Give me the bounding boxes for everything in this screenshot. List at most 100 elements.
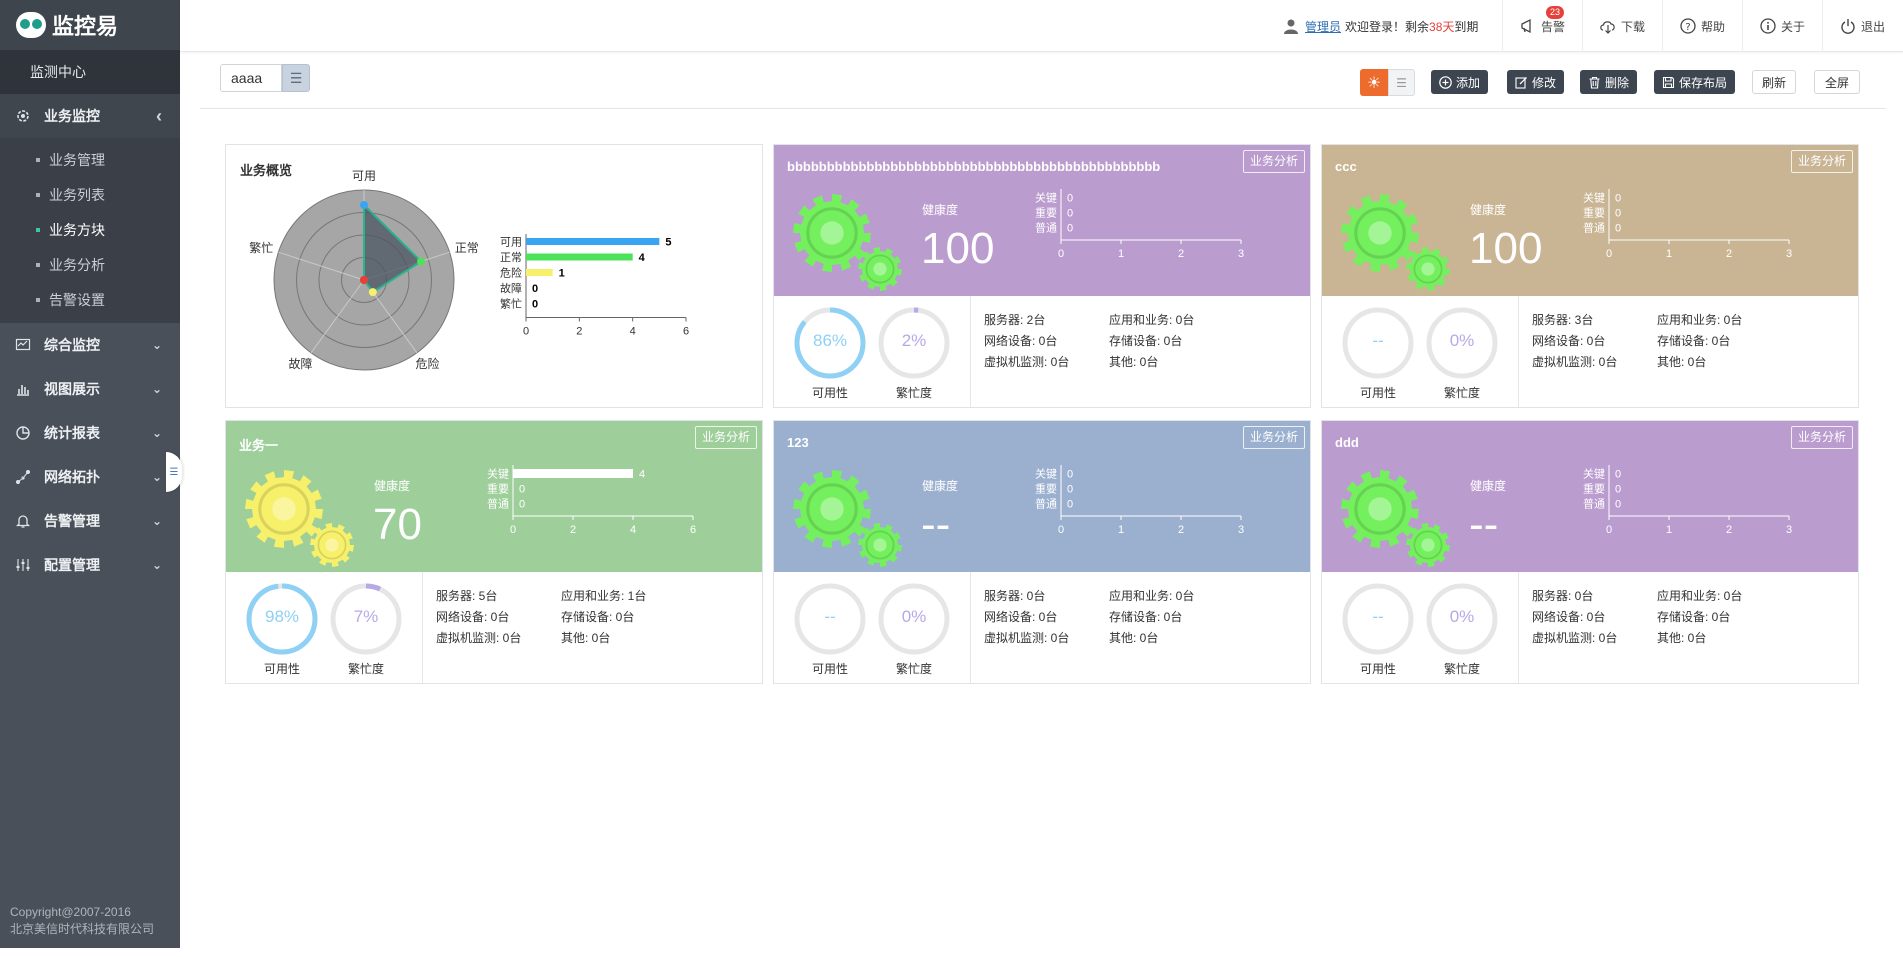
bar-value-label: 0: [1615, 193, 1621, 205]
layout-list-button[interactable]: ☰: [282, 64, 310, 92]
stats-row: 服务器: 0台 应用和业务: 0台: [984, 586, 1194, 607]
fullscreen-button[interactable]: 全屏: [1814, 70, 1860, 94]
sidebar-group-2[interactable]: 视图展示 ⌄: [0, 367, 180, 411]
stat-item: 服务器: 3台: [1532, 313, 1594, 327]
availability-gauge[interactable]: --: [792, 581, 868, 657]
sidebar-item-0[interactable]: 业务管理: [0, 142, 180, 177]
device-stats: 服务器: 2台 应用和业务: 0台 网络设备: 0台 存储设备: 0台 虚拟机监测: 0…: [984, 310, 1194, 373]
business-card-body: -- 可用性 0% 繁忙度 服务器: 3台 应用和业务: 0台 网络设备: 0台 存储设备: …: [1322, 296, 1858, 407]
busy-gauge[interactable]: 0%: [1424, 305, 1500, 381]
category-label: 故障: [500, 281, 522, 295]
x-tick-label: 4: [630, 326, 636, 338]
sidebar-group-0[interactable]: 业务监控 ‹: [0, 94, 180, 138]
theme-sun-button[interactable]: ☀: [1360, 69, 1388, 96]
bar[interactable]: [526, 238, 660, 245]
alarm-button[interactable]: 告警 23: [1502, 0, 1582, 52]
sidebar-group-4[interactable]: 网络拓扑 ⌄: [0, 455, 180, 499]
category-label: 普通: [1035, 497, 1057, 511]
bar[interactable]: [513, 469, 633, 478]
small-gear-icon: [1406, 247, 1450, 291]
radar-point[interactable]: [360, 276, 368, 284]
radar-point[interactable]: [368, 288, 377, 297]
x-tick-label: 0: [523, 326, 529, 338]
radar-point[interactable]: [360, 201, 368, 209]
topology-icon: [14, 468, 32, 486]
ring-progress: [246, 583, 318, 655]
sidebar-group-5[interactable]: 告警管理 ⌄: [0, 499, 180, 543]
large-gear-icon: [245, 470, 323, 548]
business-card-header: ddd 业务分析 健康度 -- 0 1 2 3 关键 0 重要 0 普通 0: [1322, 421, 1858, 572]
x-tick-label: 1: [1666, 248, 1672, 260]
business-analyze-button[interactable]: 业务分析: [1242, 426, 1305, 449]
large-gear-icon: [1341, 194, 1419, 272]
sidebar-group-3[interactable]: 统计报表 ⌄: [0, 411, 180, 455]
edit-button[interactable]: 修改: [1507, 70, 1565, 94]
availability-gauge[interactable]: 86%: [792, 305, 868, 381]
availability-gauge[interactable]: --: [1340, 305, 1416, 381]
about-label: 关于: [1781, 19, 1806, 34]
radar-axis-label: 可用: [352, 169, 376, 183]
logout-button[interactable]: 退出: [1822, 0, 1903, 52]
category-label: 危险: [500, 266, 522, 280]
busy-gauge[interactable]: 7%: [328, 581, 404, 657]
radar-point[interactable]: [417, 257, 426, 266]
health-label: 健康度: [922, 479, 959, 493]
download-button[interactable]: 下载: [1582, 0, 1662, 52]
busy-gauge-label: 繁忙度: [1443, 662, 1480, 676]
ring-gauges: -- 可用性 0% 繁忙度: [1322, 572, 1519, 683]
sidebar-collapse-toggle[interactable]: ☰: [166, 452, 182, 492]
business-analyze-button[interactable]: 业务分析: [1242, 150, 1305, 173]
business-name: ddd: [1335, 435, 1359, 450]
busy-gauge[interactable]: 0%: [876, 581, 952, 657]
alarm-label: 告警: [1541, 19, 1566, 34]
business-card-body: 98% 可用性 7% 繁忙度 服务器: 5台 应用和业务: 1台 网络设备: 0台 存储设备:…: [226, 572, 762, 683]
delete-button[interactable]: 删除: [1580, 70, 1638, 94]
collapse-icon: ☰: [169, 466, 179, 478]
stat-item: 虚拟机监测: 0台: [436, 631, 522, 645]
small-gear-icon: [858, 523, 902, 567]
ring-gauges: -- 可用性 0% 繁忙度: [774, 572, 971, 683]
availability-gauge[interactable]: --: [1340, 581, 1416, 657]
stat-item: 服务器: 5台: [436, 589, 498, 603]
business-card[interactable]: ccc 业务分析 健康度 100 0 1 2 3 关键 0 重要 0 普通 0 -- 可用性 0% 繁忙度 服务器:…: [1321, 144, 1859, 408]
business-analyze-button[interactable]: 业务分析: [1790, 150, 1853, 173]
category-label: 关键: [1583, 467, 1605, 481]
bar[interactable]: [526, 253, 633, 261]
sidebar-item-2[interactable]: 业务方块: [0, 212, 180, 247]
about-button[interactable]: 关于: [1742, 0, 1822, 52]
business-analyze-button[interactable]: 业务分析: [1790, 426, 1853, 449]
save-layout-button[interactable]: 保存布局: [1654, 70, 1736, 94]
business-name: 业务一: [239, 438, 279, 453]
sidebar-item-4[interactable]: 告警设置: [0, 282, 180, 317]
help-button[interactable]: ? 帮助: [1662, 0, 1742, 52]
sidebar-group-6[interactable]: 配置管理 ⌄: [0, 543, 180, 587]
stat-item: 应用和业务: 0台: [1657, 313, 1743, 327]
welcome-text: 欢迎登录！剩余: [1345, 19, 1430, 34]
user-name-link[interactable]: 管理员: [1305, 19, 1342, 34]
logo[interactable]: 监控易: [0, 0, 180, 50]
health-value: --: [1469, 500, 1499, 549]
chevron-down-icon: ⌄: [151, 382, 162, 396]
business-card[interactable]: ddd 业务分析 健康度 -- 0 1 2 3 关键 0 重要 0 普通 0 -- 可用性 0% 繁忙度 服务器: …: [1321, 420, 1859, 684]
days-remaining: 38天: [1429, 19, 1455, 34]
layout-select[interactable]: aaaa: [220, 64, 282, 92]
availability-gauge[interactable]: 98%: [244, 581, 320, 657]
busy-gauge[interactable]: 0%: [1424, 581, 1500, 657]
bar-value-label: 0: [1067, 499, 1073, 511]
save-layout-label: 保存布局: [1679, 75, 1728, 90]
business-card[interactable]: 123 业务分析 健康度 -- 0 1 2 3 关键 0 重要 0 普通 0 -- 可用性 0% 繁忙度 服务器: …: [773, 420, 1311, 684]
business-card[interactable]: bbbbbbbbbbbbbbbbbbbbbbbbbbbbbbbbbbbbbbbb…: [773, 144, 1311, 408]
availability-gauge-label: 可用性: [811, 386, 848, 400]
monitor-center-link[interactable]: 监测中心: [0, 50, 180, 94]
sidebar-item-3[interactable]: 业务分析: [0, 247, 180, 282]
theme-list-button[interactable]: ☰: [1388, 69, 1415, 96]
bar-value-label: 0: [532, 283, 538, 295]
refresh-button[interactable]: 刷新: [1752, 70, 1796, 94]
busy-gauge[interactable]: 2%: [876, 305, 952, 381]
sidebar-item-1[interactable]: 业务列表: [0, 177, 180, 212]
add-button[interactable]: 添加: [1431, 70, 1489, 94]
bar[interactable]: [526, 269, 553, 276]
business-card[interactable]: 业务一 业务分析 健康度 70 0 2 4 6 关键 4 重要 0 普通 0 98% 可用性 7% 繁忙度 服务器:…: [225, 420, 763, 684]
sidebar-group-1[interactable]: 综合监控 ⌄: [0, 323, 180, 367]
business-analyze-button[interactable]: 业务分析: [694, 426, 757, 449]
